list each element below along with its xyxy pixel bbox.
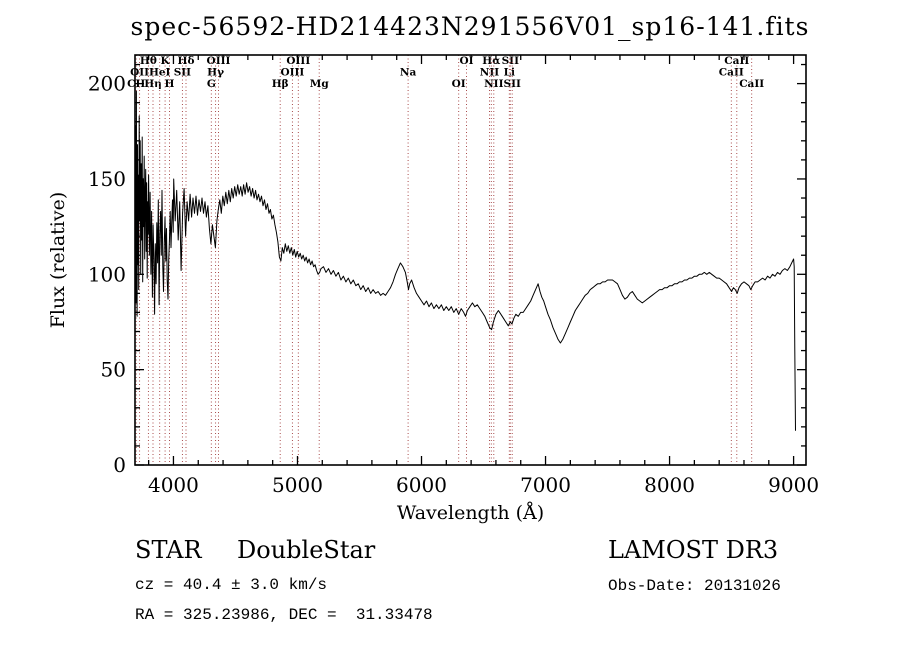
spectral-line-markers: CIIOIIHθHηHeIKHSIIHδGHγOIIIHβOIIIOIIIMgN… [127, 55, 764, 465]
y-tick-label: 0 [113, 453, 126, 477]
x-tick-label: 6000 [396, 473, 447, 497]
spectral-line-label: Hβ [272, 78, 289, 90]
y-tick-label: 150 [88, 167, 126, 191]
spectral-line-label: G [207, 78, 216, 90]
spectral-line-label: Hγ [207, 67, 224, 79]
y-axis-ticks [135, 63, 806, 466]
plot-frame [134, 54, 807, 466]
spectral-line-label: CaII [724, 55, 749, 67]
spectral-line-label: NII [480, 67, 500, 79]
spectral-line-label: Mg [310, 78, 330, 90]
spectral-line-label: OIII [207, 55, 231, 67]
x-axis-ticks [147, 55, 795, 465]
spectral-line-label: OIII [280, 67, 304, 79]
obs-date-text: Obs-Date: 20131026 [608, 577, 781, 595]
spectral-line-label: K [161, 55, 171, 67]
y-tick-label: 50 [101, 358, 126, 382]
x-tick-label: 7000 [520, 473, 571, 497]
x-tick-label: 9000 [768, 473, 819, 497]
survey-release-label: LAMOST DR3 [608, 536, 779, 564]
object-class-label: STAR [135, 536, 202, 564]
spectral-line-label: CaII [739, 78, 764, 90]
spectral-line-label: SII [502, 55, 519, 67]
x-axis-label: Wavelength (Å) [397, 502, 544, 524]
spectrum-trace [135, 90, 796, 431]
spectral-line-label: SII [503, 78, 520, 90]
x-tick-label: 5000 [272, 473, 323, 497]
spectral-line-label: CaII [719, 67, 744, 79]
spectral-line-label: Na [400, 67, 417, 79]
spectral-line-label: OI [459, 55, 473, 67]
spectral-line-label: HeI [149, 67, 171, 79]
x-tick-label: 8000 [644, 473, 695, 497]
spectral-line-label: OI [452, 78, 466, 90]
spectral-line-label: OII [130, 67, 149, 79]
coordinates-text: RA = 325.23986, DEC = 31.33478 [135, 606, 433, 624]
x-tick-label: 4000 [148, 473, 199, 497]
spectral-line-label: Li [504, 67, 515, 79]
cz-velocity-text: cz = 40.4 ± 3.0 km/s [135, 576, 328, 594]
spectral-line-label: Hα [482, 55, 500, 67]
y-tick-label: 100 [88, 262, 126, 286]
spectral-line-label: Hθ [140, 55, 157, 67]
y-axis-label: Flux (relative) [47, 192, 69, 329]
plot-title: spec-56592-HD214423N291556V01_sp16-141.f… [130, 12, 810, 41]
spectral-line-label: OIII [286, 55, 310, 67]
y-tick-label: 200 [88, 72, 126, 96]
spectral-line-label: Hη [144, 78, 162, 90]
spectral-line-label: SII [174, 67, 191, 79]
spectral-line-label: NII [484, 78, 504, 90]
spectral-line-label: H [165, 78, 175, 90]
spectral-line-label: Hδ [178, 55, 195, 67]
object-subclass-label: DoubleStar [237, 536, 376, 564]
